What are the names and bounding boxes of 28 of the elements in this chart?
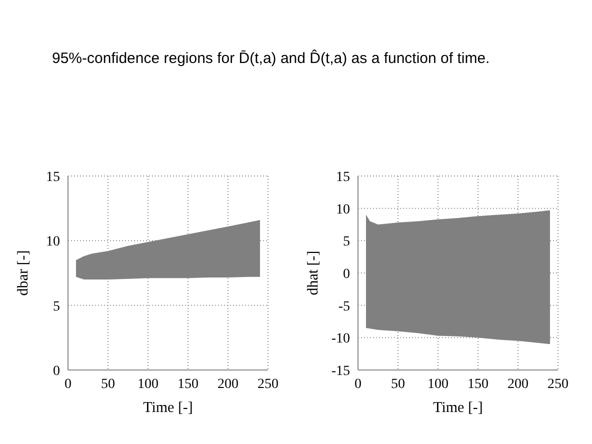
y-tick-label: 10	[46, 234, 60, 250]
x-tick-label: 200	[508, 376, 528, 392]
x-axis-title: Time [-]	[143, 400, 193, 416]
y-tick-label: -5	[338, 299, 350, 314]
y-tick-label: -15	[331, 364, 350, 379]
y-tick-label: 0	[53, 364, 60, 379]
x-tick-label: 50	[391, 376, 405, 392]
x-tick-label: 50	[101, 376, 115, 392]
y-tick-label: -10	[331, 332, 350, 347]
x-tick-label: 250	[548, 376, 568, 392]
y-axis-title: dbar [-]	[15, 250, 32, 296]
x-tick-label: 250	[258, 376, 278, 392]
y-tick-label: 0	[343, 266, 350, 282]
x-axis-title: Time [-]	[433, 400, 483, 416]
x-tick-label: 100	[428, 376, 448, 392]
chart-title: 95%-confidence regions for D̄(t,a) and D̂(t,a) as a function of time.	[52, 48, 491, 69]
x-tick-label: 0	[354, 376, 362, 392]
y-tick-label: 5	[343, 234, 350, 250]
x-tick-label: 200	[218, 376, 238, 392]
x-tick-label: 0	[64, 376, 72, 392]
y-axis-title: dhat [-]	[305, 250, 322, 296]
x-tick-label: 150	[468, 376, 488, 392]
y-tick-label: 15	[336, 170, 350, 185]
y-tick-label: 15	[46, 170, 60, 185]
x-tick-label: 150	[178, 376, 198, 392]
x-tick-label: 100	[138, 376, 158, 392]
y-tick-label: 5	[53, 299, 60, 314]
y-tick-label: 10	[336, 202, 350, 218]
